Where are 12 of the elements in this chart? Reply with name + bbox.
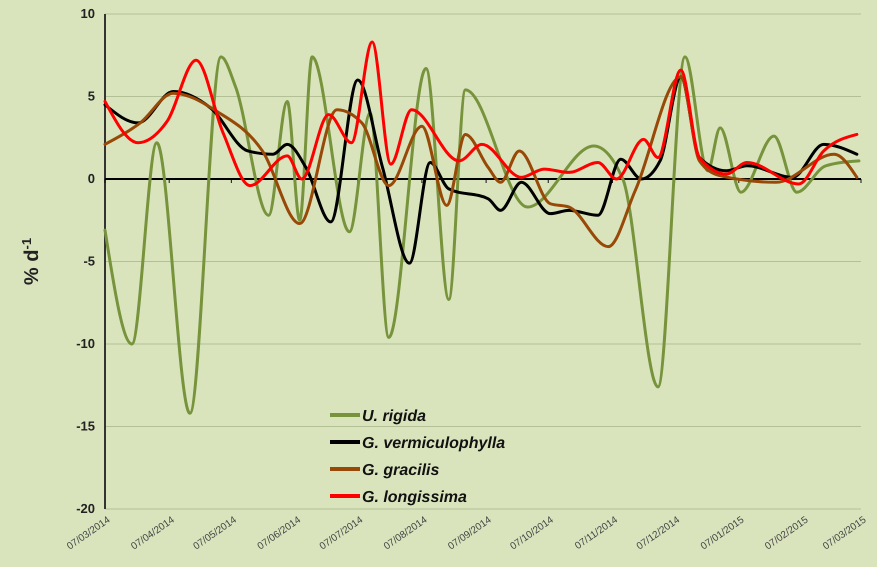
- y-tick-label: -15: [76, 418, 95, 434]
- y-tick-label: 10: [80, 6, 95, 22]
- y-tick-label: -20: [76, 501, 95, 516]
- y-tick-label: 5: [88, 88, 95, 104]
- y-tick-label: -10: [76, 336, 95, 352]
- legend-label: G. longissima: [362, 489, 468, 506]
- y-tick-label: -5: [83, 254, 95, 269]
- legend-label: G. gracilis: [362, 462, 440, 479]
- legend-label: U. rigida: [362, 408, 426, 425]
- line-series: [104, 40, 858, 188]
- legend-label: G. vermiculophylla: [362, 435, 506, 452]
- y-tick-label: 0: [88, 171, 95, 186]
